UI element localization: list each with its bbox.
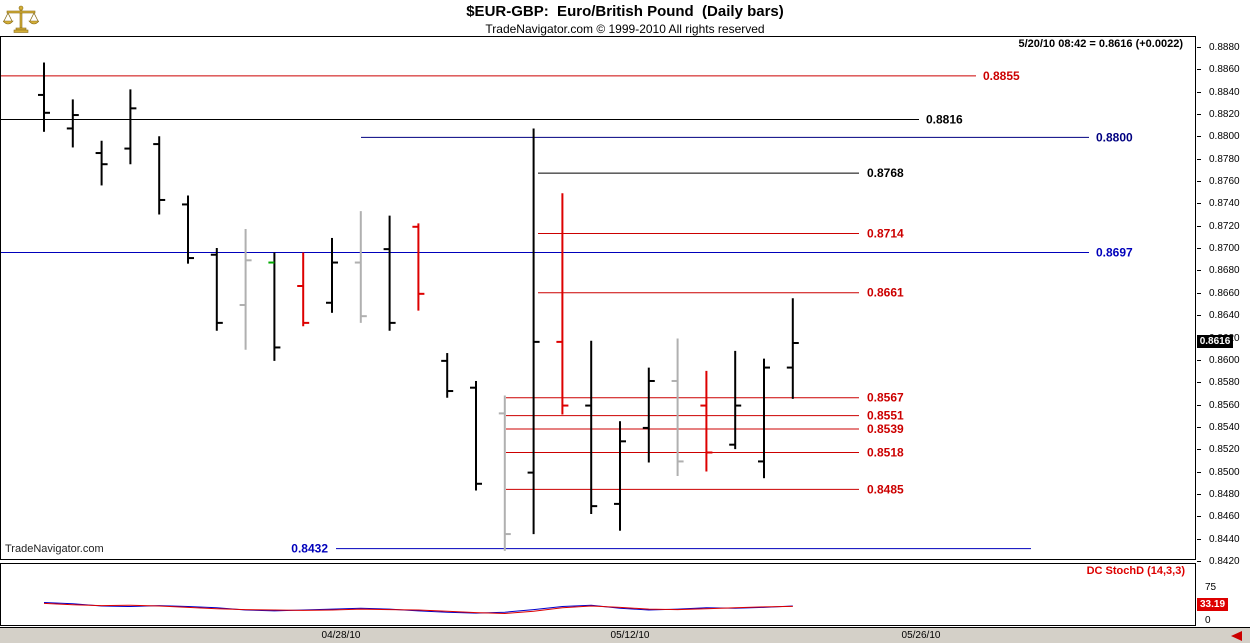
watermark-text: TradeNavigator.com: [5, 543, 104, 555]
price-axis-label: 0.8780: [1209, 154, 1240, 165]
price-axis-label: 0.8520: [1209, 444, 1240, 455]
level-label: 0.8432: [291, 542, 328, 556]
stoch-panel[interactable]: DC StochD (14,3,3): [0, 563, 1196, 626]
price-axis-label: 0.8860: [1209, 64, 1240, 75]
stoch-scale-label: 75: [1205, 582, 1217, 593]
price-axis-tick: [1197, 136, 1201, 137]
x-axis-label: 05/26/10: [901, 630, 941, 641]
chart-title: $EUR-GBP: Euro/British Pound (Daily bars…: [466, 3, 784, 20]
price-axis-tick: [1197, 360, 1201, 361]
price-axis-label: 0.8640: [1209, 310, 1240, 321]
price-axis-tick: [1197, 270, 1201, 271]
price-axis-label: 0.8420: [1209, 556, 1240, 567]
stoch-d-red-line: [43, 602, 793, 615]
price-axis-tick: [1197, 181, 1201, 182]
scales-icon: [2, 4, 40, 39]
stoch-scale-label: 0: [1205, 615, 1211, 626]
price-axis-tick: [1197, 382, 1201, 383]
price-axis-tick: [1197, 405, 1201, 406]
level-label: 0.8661: [867, 286, 904, 300]
price-axis-label: 0.8820: [1209, 109, 1240, 120]
price-axis-tick: [1197, 226, 1201, 227]
level-label: 0.8768: [867, 166, 904, 180]
price-axis-label: 0.8680: [1209, 265, 1240, 276]
price-axis-tick: [1197, 248, 1201, 249]
price-axis-label: 0.8660: [1209, 288, 1240, 299]
price-axis-tick: [1197, 561, 1201, 562]
level-label: 0.8697: [1096, 245, 1133, 259]
stoch-axis: 33.19 75 0: [1197, 563, 1249, 627]
price-axis-label: 0.8500: [1209, 467, 1240, 478]
stoch-indicator-label: DC StochD (14,3,3): [1086, 565, 1185, 577]
price-axis-tick: [1197, 92, 1201, 93]
price-axis-tick: [1197, 203, 1201, 204]
price-axis-label: 0.8840: [1209, 87, 1240, 98]
price-axis-tick: [1197, 494, 1201, 495]
level-label: 0.8551: [867, 409, 904, 423]
stoch-svg[interactable]: [1, 564, 1195, 625]
level-label: 0.8518: [867, 445, 904, 459]
price-axis-label: 0.8880: [1209, 42, 1240, 53]
level-label: 0.8539: [867, 422, 904, 436]
price-axis-label: 0.8600: [1209, 355, 1240, 366]
price-chart[interactable]: 0.8855 0.8816 0.8800 0.8768 0.8714 0.8697 0.86…: [0, 36, 1196, 560]
scroll-left-arrow-icon[interactable]: [1231, 631, 1242, 641]
level-label: 0.8855: [983, 69, 1020, 83]
level-label: 0.8800: [1096, 130, 1133, 144]
level-label: 0.8485: [867, 482, 904, 496]
price-axis[interactable]: 0.8616 0.8880 0.8860 0.8840 0.8820 0.8800 0.8…: [1197, 36, 1249, 567]
price-axis-tick: [1197, 293, 1201, 294]
price-axis-label: 0.8720: [1209, 221, 1240, 232]
time-axis: 04/28/10 05/12/10 05/26/10: [0, 627, 1250, 643]
price-axis-label: 0.8480: [1209, 489, 1240, 500]
quote-readout: 5/20/10 08:42 = 0.8616 (+0.0022): [1018, 38, 1183, 50]
price-axis-label: 0.8440: [1209, 534, 1240, 545]
price-axis-tick: [1197, 114, 1201, 115]
price-axis-label: 0.8800: [1209, 131, 1240, 142]
level-label: 0.8816: [926, 113, 963, 127]
price-axis-tick: [1197, 449, 1201, 450]
copyright-text: TradeNavigator.com © 1999-2010 All right…: [485, 22, 765, 36]
price-axis-label: 0.8580: [1209, 377, 1240, 388]
price-axis-tick: [1197, 427, 1201, 428]
x-axis-label: 04/28/10: [321, 630, 361, 641]
price-axis-label: 0.8700: [1209, 243, 1240, 254]
price-axis-label: 0.8760: [1209, 176, 1240, 187]
price-axis-label: 0.8560: [1209, 400, 1240, 411]
price-axis-label: 0.8540: [1209, 422, 1240, 433]
price-axis-tick: [1197, 315, 1201, 316]
price-chart-svg[interactable]: 0.8855 0.8816 0.8800 0.8768 0.8714 0.8697 0.86…: [1, 37, 1195, 559]
price-axis-tick: [1197, 47, 1201, 48]
price-axis-tick: [1197, 516, 1201, 517]
level-label: 0.8567: [867, 391, 904, 405]
level-label: 0.8714: [867, 226, 904, 240]
price-axis-label: 0.8740: [1209, 198, 1240, 209]
stoch-value-tag: 33.19: [1197, 598, 1228, 611]
price-axis-tick: [1197, 539, 1201, 540]
stoch-d-blue-line: [43, 602, 793, 614]
price-axis-tick: [1197, 159, 1201, 160]
price-axis-tick: [1197, 69, 1201, 70]
price-axis-label: 0.8460: [1209, 511, 1240, 522]
current-price-tag: 0.8616: [1197, 335, 1233, 348]
x-axis-label: 05/12/10: [610, 630, 650, 641]
price-axis-tick: [1197, 472, 1201, 473]
